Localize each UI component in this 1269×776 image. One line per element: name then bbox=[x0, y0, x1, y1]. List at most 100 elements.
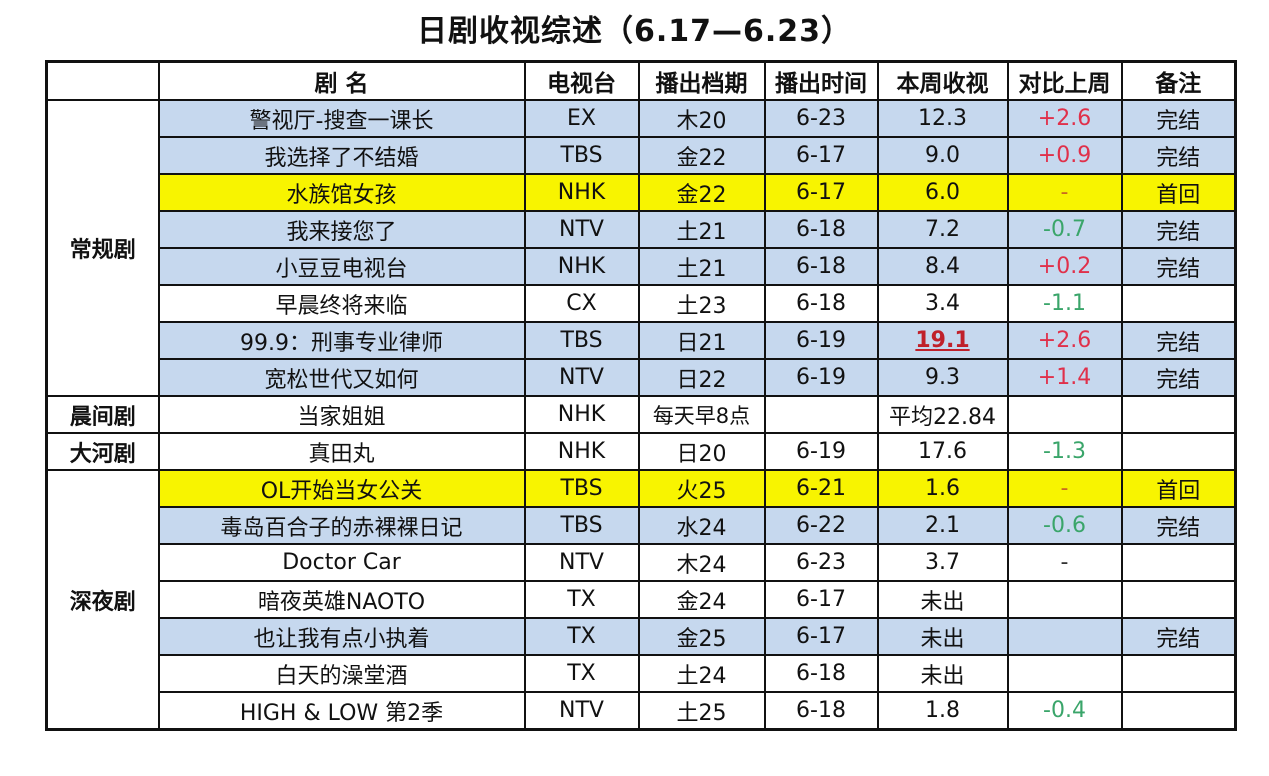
header-category bbox=[45, 60, 160, 101]
drama-name-text: Doctor Car bbox=[282, 550, 401, 575]
table-row: 常规剧 警视厅-搜查一课长 EX 木20 6-23 12.3 +2.6 完结 bbox=[45, 99, 1237, 397]
table-row: 毒岛百合子的赤裸裸日记 TBS 水24 6-22 2.1 -0.6 完结 bbox=[47, 506, 1237, 545]
change-vs-last-week-cell: - bbox=[1006, 543, 1123, 582]
air-date-text: 6-18 bbox=[796, 698, 846, 723]
note-text: 完结 bbox=[1156, 330, 1201, 356]
time-slot-text: 土25 bbox=[676, 700, 727, 726]
air-date-cell: 6-23 bbox=[763, 99, 879, 138]
change-vs-last-week-cell: +2.6 bbox=[1006, 321, 1123, 360]
weekly-rating-cell: 3.4 bbox=[876, 284, 1009, 323]
change-vs-last-week-text: - bbox=[1060, 180, 1069, 205]
note-cell bbox=[1120, 654, 1237, 693]
change-vs-last-week-cell bbox=[1006, 617, 1123, 656]
table-row: 小豆豆电视台 NHK 土21 6-18 8.4 +0.2 完结 bbox=[47, 247, 1237, 286]
drama-name-cell: 我来接您了 bbox=[157, 210, 526, 249]
station-text: NTV bbox=[559, 365, 604, 390]
station-text: TBS bbox=[560, 513, 603, 538]
station-cell: TBS bbox=[523, 506, 640, 545]
drama-name-cell: 当家姐姐 bbox=[157, 395, 526, 434]
time-slot-text: 金22 bbox=[676, 145, 727, 171]
station-text: NHK bbox=[557, 402, 606, 427]
time-slot-cell: 日20 bbox=[637, 432, 766, 471]
weekly-rating-cell: 17.6 bbox=[876, 432, 1009, 471]
air-date-text: 6-18 bbox=[796, 217, 846, 242]
weekly-rating-cell: 9.3 bbox=[876, 358, 1009, 397]
time-slot-cell: 木20 bbox=[637, 99, 766, 138]
weekly-rating-cell: 9.0 bbox=[876, 136, 1009, 175]
air-date-cell: 6-21 bbox=[763, 469, 879, 508]
note-cell: 完结 bbox=[1120, 358, 1237, 397]
change-vs-last-week-cell bbox=[1006, 395, 1123, 434]
time-slot-text: 金24 bbox=[676, 589, 727, 615]
station-cell: NHK bbox=[523, 247, 640, 286]
change-vs-last-week-text: -1.3 bbox=[1043, 439, 1086, 464]
station-text: NHK bbox=[557, 180, 606, 205]
header-station: 电视台 bbox=[523, 60, 640, 101]
weekly-rating-text: 未出 bbox=[920, 626, 965, 652]
weekly-rating-text: 平均22.84 bbox=[889, 404, 996, 430]
table-row: HIGH & LOW 第2季 NTV 土25 6-18 1.8 -0.4 bbox=[47, 691, 1237, 731]
station-cell: TBS bbox=[523, 136, 640, 175]
table-row: 水族馆女孩 NHK 金22 6-17 6.0 - 首回 bbox=[47, 173, 1237, 212]
air-date-cell: 6-23 bbox=[763, 543, 879, 582]
header-drama-name: 剧 名 bbox=[157, 60, 526, 101]
note-text: 完结 bbox=[1156, 515, 1201, 541]
table-row: 白天的澡堂酒 TX 土24 6-18 未出 bbox=[47, 654, 1237, 693]
time-slot-cell: 金24 bbox=[637, 580, 766, 619]
time-slot-text: 土24 bbox=[676, 663, 727, 689]
drama-name-text: 宽松世代又如何 bbox=[264, 367, 419, 393]
note-text: 完结 bbox=[1156, 145, 1201, 171]
table-row: 我来接您了 NTV 土21 6-18 7.2 -0.7 完结 bbox=[47, 210, 1237, 249]
change-vs-last-week-cell: +1.4 bbox=[1006, 358, 1123, 397]
station-text: TX bbox=[567, 624, 596, 649]
air-date-text: 6-21 bbox=[796, 476, 846, 501]
station-cell: TBS bbox=[523, 321, 640, 360]
weekly-rating-text: 3.4 bbox=[925, 291, 960, 316]
drama-name-text: 早晨终将来临 bbox=[275, 293, 408, 319]
time-slot-cell: 金25 bbox=[637, 617, 766, 656]
weekly-rating-text: 9.3 bbox=[925, 365, 960, 390]
change-vs-last-week-text: -1.1 bbox=[1043, 291, 1086, 316]
note-cell: 完结 bbox=[1120, 247, 1237, 286]
air-date-text: 6-18 bbox=[796, 291, 846, 316]
drama-name-cell: 暗夜英雄NAOTO bbox=[157, 580, 526, 619]
station-text: TBS bbox=[560, 476, 603, 501]
time-slot-cell: 土21 bbox=[637, 210, 766, 249]
note-cell bbox=[1120, 580, 1237, 619]
table-row: 大河剧 真田丸 NHK 日20 6-19 17.6 -1.3 bbox=[45, 432, 1237, 471]
weekly-rating-text: 8.4 bbox=[925, 254, 960, 279]
air-date-text: 6-17 bbox=[796, 624, 846, 649]
air-date-cell: 6-17 bbox=[763, 617, 879, 656]
drama-name-text: 也让我有点小执着 bbox=[253, 626, 430, 652]
station-cell: EX bbox=[523, 99, 640, 138]
drama-name-cell: 也让我有点小执着 bbox=[157, 617, 526, 656]
air-date-cell: 6-17 bbox=[763, 580, 879, 619]
note-text: 完结 bbox=[1156, 256, 1201, 282]
ratings-table: 剧 名 电视台 播出档期 播出时间 本周收视 对比上周 备注 常规剧 警视厅-搜查… bbox=[45, 60, 1237, 731]
note-cell bbox=[1120, 543, 1237, 582]
change-vs-last-week-cell: -0.7 bbox=[1006, 210, 1123, 249]
weekly-rating-cell: 未出 bbox=[876, 617, 1009, 656]
change-vs-last-week-cell: +0.9 bbox=[1006, 136, 1123, 175]
note-text: 首回 bbox=[1156, 182, 1201, 208]
drama-name-cell: 宽松世代又如何 bbox=[157, 358, 526, 397]
air-date-text: 6-19 bbox=[796, 439, 846, 464]
air-date-cell: 6-18 bbox=[763, 654, 879, 693]
table-row: 也让我有点小执着 TX 金25 6-17 未出 完结 bbox=[47, 617, 1237, 656]
drama-name-cell: 小豆豆电视台 bbox=[157, 247, 526, 286]
station-text: CX bbox=[566, 291, 597, 316]
note-cell: 首回 bbox=[1120, 469, 1237, 508]
air-date-cell: 6-19 bbox=[763, 321, 879, 360]
time-slot-cell: 每天早8点 bbox=[637, 395, 766, 434]
time-slot-cell: 金22 bbox=[637, 173, 766, 212]
time-slot-cell: 土23 bbox=[637, 284, 766, 323]
time-slot-cell: 土21 bbox=[637, 247, 766, 286]
table-row: Doctor Car NTV 木24 6-23 3.7 - bbox=[47, 543, 1237, 582]
weekly-rating-text: 6.0 bbox=[925, 180, 960, 205]
time-slot-text: 金22 bbox=[676, 182, 727, 208]
air-date-cell: 6-17 bbox=[763, 136, 879, 175]
drama-name-cell: 毒岛百合子的赤裸裸日记 bbox=[157, 506, 526, 545]
station-text: EX bbox=[567, 106, 596, 131]
station-text: TBS bbox=[560, 328, 603, 353]
drama-name-text: 99.9：刑事专业律师 bbox=[240, 330, 443, 356]
